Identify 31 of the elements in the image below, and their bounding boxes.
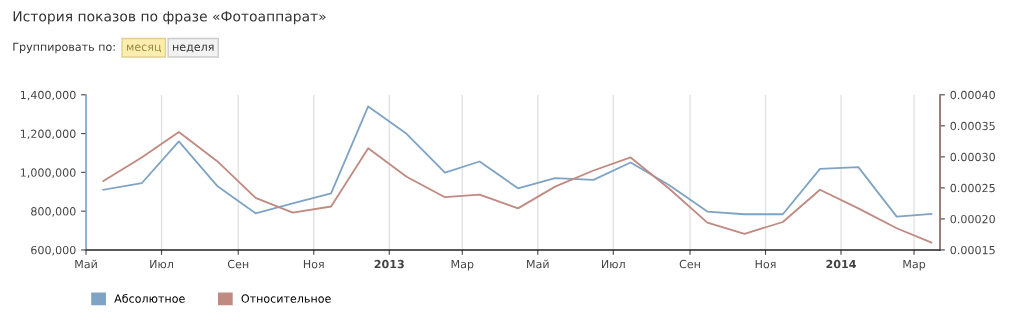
y-tick-label: 800,000 <box>31 207 76 217</box>
y-tick-label: 1,200,000 <box>20 129 76 140</box>
x-tick-label: Мар <box>903 260 926 271</box>
x-tick-label: Май <box>75 259 97 269</box>
x-tick-label: Ноя <box>755 260 776 269</box>
chart-title: История показов по фразе «Фотоаппарат» <box>13 11 326 25</box>
y-tick-label: 600,000 <box>31 245 76 256</box>
x-tick-label: Сен <box>227 259 249 269</box>
y2-tick-label: 0.00025 <box>950 183 995 193</box>
x-tick-label: Июл <box>601 260 625 269</box>
legend-label: Относительное <box>241 294 331 303</box>
x-tick-label: Июл <box>150 260 173 269</box>
x-tick-label: Сен <box>679 259 700 269</box>
x-tick-label: 2014 <box>826 259 856 269</box>
text: неделя <box>173 44 214 53</box>
line-series <box>102 131 933 244</box>
line-series <box>102 105 933 218</box>
text: месяц <box>126 44 162 53</box>
x-tick-label: 2013 <box>374 259 404 269</box>
y-tick-label: 1,400,000 <box>20 90 76 101</box>
y2-tick-label: 0.00030 <box>950 152 995 162</box>
text: Группировать по: <box>13 42 115 54</box>
y2-tick-label: 0.00035 <box>950 121 995 131</box>
y-tick-label: 1,000,000 <box>20 168 76 178</box>
y2-tick-label: 0.00040 <box>950 90 995 100</box>
x-tick-label: Май <box>527 259 549 269</box>
y2-tick-label: 0.00015 <box>950 245 995 255</box>
x-tick-label: Ноя <box>303 260 324 269</box>
legend-label: Абсолютное <box>114 293 185 303</box>
x-tick-label: Мар <box>451 260 474 271</box>
y2-tick-label: 0.00020 <box>950 214 995 224</box>
